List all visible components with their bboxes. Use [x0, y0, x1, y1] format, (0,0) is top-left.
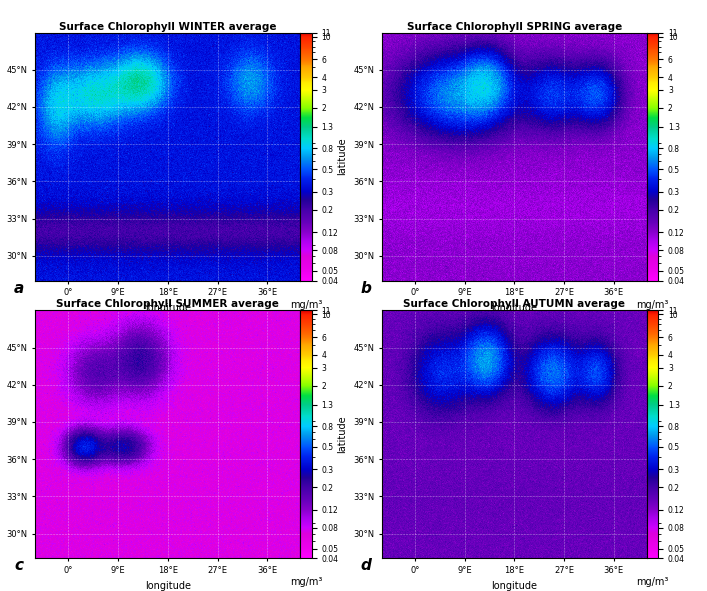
Title: Surface Chlorophyll WINTER average: Surface Chlorophyll WINTER average	[59, 22, 276, 32]
Title: Surface Chlorophyll SUMMER average: Surface Chlorophyll SUMMER average	[57, 300, 279, 310]
Text: b: b	[361, 281, 371, 296]
Text: mg/m³: mg/m³	[290, 577, 322, 587]
Y-axis label: latitude: latitude	[337, 138, 347, 176]
Text: a: a	[14, 281, 24, 296]
X-axis label: longitude: longitude	[145, 303, 191, 313]
Text: mg/m³: mg/m³	[636, 577, 669, 587]
Title: Surface Chlorophyll SPRING average: Surface Chlorophyll SPRING average	[407, 22, 622, 32]
Title: Surface Chlorophyll AUTUMN average: Surface Chlorophyll AUTUMN average	[403, 300, 626, 310]
X-axis label: longitude: longitude	[491, 303, 537, 313]
X-axis label: longitude: longitude	[491, 581, 537, 590]
Y-axis label: latitude: latitude	[0, 138, 1, 176]
Text: mg/m³: mg/m³	[636, 300, 669, 310]
Text: d: d	[361, 558, 371, 573]
Y-axis label: latitude: latitude	[337, 415, 347, 453]
Text: mg/m³: mg/m³	[290, 300, 322, 310]
X-axis label: longitude: longitude	[145, 581, 191, 590]
Text: c: c	[14, 558, 23, 573]
Y-axis label: latitude: latitude	[0, 415, 1, 453]
